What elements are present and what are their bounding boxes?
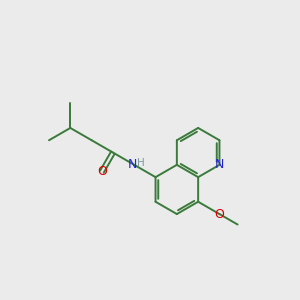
Text: N: N (215, 158, 224, 171)
Text: N: N (128, 158, 137, 171)
Text: O: O (214, 208, 224, 220)
Text: H: H (137, 158, 145, 168)
Text: O: O (97, 165, 107, 178)
